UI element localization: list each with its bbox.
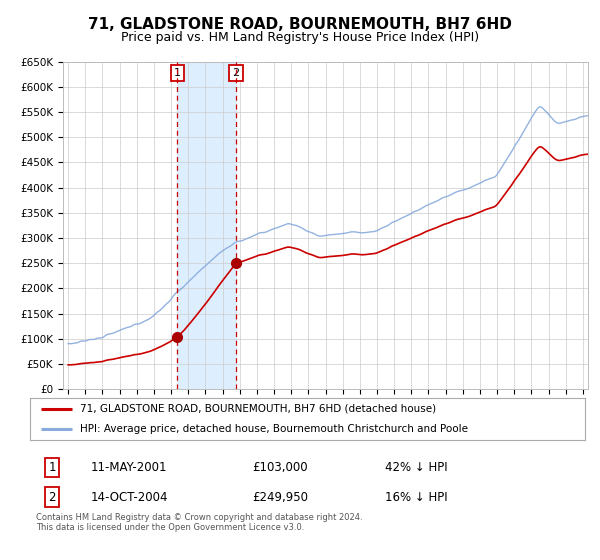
Text: Price paid vs. HM Land Registry's House Price Index (HPI): Price paid vs. HM Land Registry's House … bbox=[121, 31, 479, 44]
Text: 2: 2 bbox=[49, 491, 56, 503]
Text: 16% ↓ HPI: 16% ↓ HPI bbox=[385, 491, 448, 503]
Text: HPI: Average price, detached house, Bournemouth Christchurch and Poole: HPI: Average price, detached house, Bour… bbox=[80, 424, 468, 433]
Text: 2: 2 bbox=[233, 68, 239, 78]
Text: 71, GLADSTONE ROAD, BOURNEMOUTH, BH7 6HD (detached house): 71, GLADSTONE ROAD, BOURNEMOUTH, BH7 6HD… bbox=[80, 404, 436, 413]
Text: 42% ↓ HPI: 42% ↓ HPI bbox=[385, 461, 448, 474]
Text: £103,000: £103,000 bbox=[252, 461, 308, 474]
Text: 11-MAY-2001: 11-MAY-2001 bbox=[91, 461, 167, 474]
Text: Contains HM Land Registry data © Crown copyright and database right 2024.
This d: Contains HM Land Registry data © Crown c… bbox=[35, 513, 362, 532]
Text: 1: 1 bbox=[174, 68, 181, 78]
Text: 71, GLADSTONE ROAD, BOURNEMOUTH, BH7 6HD: 71, GLADSTONE ROAD, BOURNEMOUTH, BH7 6HD bbox=[88, 17, 512, 32]
Text: 1: 1 bbox=[49, 461, 56, 474]
Text: £249,950: £249,950 bbox=[252, 491, 308, 503]
Text: 14-OCT-2004: 14-OCT-2004 bbox=[91, 491, 169, 503]
Bar bbox=[177, 62, 236, 389]
